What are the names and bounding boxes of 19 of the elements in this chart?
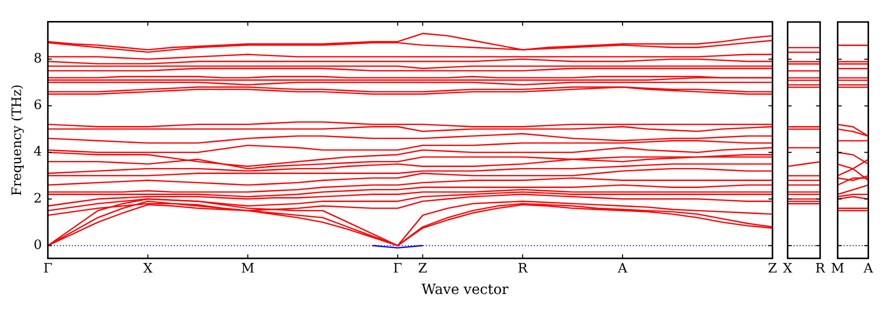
x-tick-label: A xyxy=(616,262,628,277)
x-axis-title: Wave vector xyxy=(420,282,510,298)
x-tick-label: Γ xyxy=(393,262,402,277)
x-tick-label: Γ xyxy=(43,262,52,277)
y-tick-label: 6 xyxy=(34,98,42,114)
x-tick-label: R xyxy=(518,262,529,277)
y-tick-label: 0 xyxy=(34,238,42,253)
x-tick-label: R xyxy=(815,262,826,277)
x-tick-label: X xyxy=(143,262,154,277)
x-tick-label: A xyxy=(862,262,874,277)
x-tick-label: X xyxy=(782,262,793,277)
y-tick-label: 8 xyxy=(34,51,42,66)
x-tick-label: Z xyxy=(768,262,778,277)
y-tick-label: 2 xyxy=(34,191,42,206)
x-tick-label: M xyxy=(241,262,254,277)
x-tick-label: M xyxy=(831,262,844,277)
y-tick-label: 4 xyxy=(34,144,42,160)
y-axis-title: Frequency (THz) xyxy=(10,84,26,196)
x-tick-label: Z xyxy=(418,262,428,277)
